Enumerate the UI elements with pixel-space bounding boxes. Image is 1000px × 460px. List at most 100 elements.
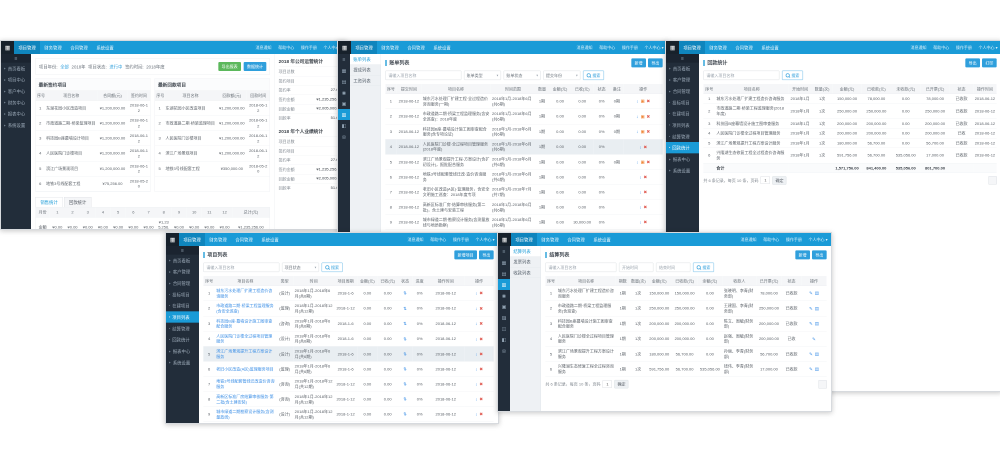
download-icon[interactable]: ↓	[636, 113, 639, 119]
edit-icon[interactable]: ✎	[809, 351, 813, 357]
customer-icon[interactable]: ◉	[341, 89, 347, 96]
topbar-menu[interactable]: 项目管理	[678, 41, 706, 54]
topbar-menu[interactable]: 系统设置	[433, 45, 451, 51]
back-to-top-button[interactable]	[988, 176, 997, 185]
sidebar-item[interactable]: ▸ 客户管理	[166, 266, 199, 277]
topbar-right-item[interactable]: 帮助中心	[278, 45, 295, 50]
delete-icon[interactable]: ✖	[643, 189, 648, 195]
download-icon[interactable]: ↓	[475, 321, 478, 327]
topbar-right-item[interactable]: 帮助中心	[430, 237, 447, 242]
sidebar-item[interactable]: ▸ 系统设置	[1, 119, 31, 130]
back-to-top-button[interactable]	[818, 380, 827, 389]
page-input[interactable]: 1	[602, 380, 613, 388]
settings-icon[interactable]: ◎	[341, 133, 347, 140]
status-icon[interactable]: ⇅	[403, 321, 407, 327]
project-icon[interactable]: ▤	[501, 270, 507, 277]
project-link[interactable]: 地铁3号线配套管线迁改造价咨询服务	[214, 376, 276, 392]
filter-select[interactable]: 账单类型 ▾	[463, 70, 501, 80]
table-row[interactable]: 5 滨江广场景观提升工程方案设计服务 1期 1次 180,000.00 56,700.00…	[545, 346, 827, 362]
sidebar-item[interactable]: ▪ 投标项目	[166, 289, 199, 300]
topbar-right-item[interactable]: 消息通知	[407, 237, 424, 242]
table-row[interactable]: 1 城东污水处理厂扩建工程造价咨询服务 (设计) 2018年1月-2018年6月(共6…	[203, 285, 494, 302]
sidebar-item[interactable]: ▪ 投标项目	[666, 97, 699, 108]
table-row[interactable]: 1 东湖花园小区改造项目 ¥1,200,000.00 2018-06-12	[35, 100, 151, 116]
topbar-menu[interactable]: 项目管理	[350, 41, 378, 54]
download-icon[interactable]: ↓	[636, 159, 639, 165]
sidebar-item[interactable]: ▸ 报表中心	[166, 345, 199, 356]
project-link[interactable]: 兴隆湖生态修复工程全过程咨询服务	[214, 421, 276, 423]
table-row[interactable]: 4 人民医院门诊楼全过程项目管理服务 (设计) 2018年1月-2018年6月(共6期…	[203, 331, 494, 347]
dashboard-icon[interactable]: ▦	[341, 67, 347, 74]
print-icon[interactable]: ▣	[640, 129, 645, 135]
table-row[interactable]: 8 2018-06-12 高新区标准厂房·结算审核服务(第二批)，含土建与安装工程 2…	[385, 199, 663, 215]
topbar-menu[interactable]: 项目管理	[178, 233, 206, 246]
search-input[interactable]: 请输入项目名称	[703, 70, 780, 80]
delete-icon[interactable]: ✖	[479, 336, 484, 342]
total-row[interactable]: 合计 1,571,756.00 841,400.00 535,056.00 801,70…	[703, 162, 997, 173]
download-icon[interactable]: ↓	[639, 219, 642, 225]
topbar-menu[interactable]: 财务管理	[44, 45, 62, 51]
table-row[interactable]: 2 市政道路二期·桥梁工程监理服务(含安全巡查) (监理) 2018年1月-2018年…	[203, 300, 494, 317]
delete-icon[interactable]: ✖	[479, 321, 484, 327]
project-link[interactable]: 老旧小区改造(A区)监理服务项目	[214, 361, 276, 377]
topbar-right-item[interactable]: 帮助中心	[933, 45, 950, 50]
delete-icon[interactable]: ✖	[643, 204, 648, 210]
confirm-page-button[interactable]: 确定	[614, 380, 629, 389]
project-link[interactable]: 滨江广场景观提升工程方案设计服务	[214, 346, 276, 362]
download-icon[interactable]: ↓	[639, 204, 642, 210]
edit-icon[interactable]: ✎	[812, 336, 816, 342]
export-button[interactable]: 导出	[478, 250, 494, 260]
report-icon[interactable]: ◧	[341, 122, 347, 129]
topbar-right-item[interactable]: 操作手册	[621, 45, 638, 50]
table-row[interactable]: 6 2018-06-12 地铁3号线配套管线迁改·造价咨询服务 2018年1月-201…	[385, 169, 663, 185]
table-row[interactable]: 4 人民医院门诊楼全过程项目管理服务 2018年1月 1次 200,000.00 200,…	[703, 128, 997, 139]
submenu-item[interactable]: 账单列表	[349, 53, 381, 65]
topbar-menu[interactable]: 财务管理	[541, 237, 559, 243]
sidebar-item[interactable]: ▸ 客户管理	[666, 74, 699, 85]
view-icon[interactable]: ▤	[814, 366, 819, 372]
topbar-menu[interactable]: 项目管理	[13, 41, 41, 54]
filter-link[interactable]: 进行中	[109, 64, 123, 70]
download-icon[interactable]: ↓	[475, 336, 478, 342]
sidebar-item[interactable]: ▸ 首页看板	[666, 63, 699, 74]
status-icon[interactable]: ⇅	[403, 396, 407, 402]
topbar-right-item[interactable]: 消息通知	[255, 45, 272, 50]
topbar-menu[interactable]: 系统设置	[261, 237, 279, 243]
topbar-menu[interactable]: 财务管理	[709, 45, 727, 51]
edit-icon[interactable]: ✎	[809, 290, 813, 296]
table-row[interactable]: 3 科技园B座幕墙设计项目 ¥1,200,000.00 2018-06-12	[35, 130, 151, 147]
table-row[interactable]: 7 地铁3号线配套管线迁改造价咨询服务 (咨询) 2018年1月-2018年12月(共…	[203, 376, 494, 392]
report-icon[interactable]: ◧	[501, 336, 507, 343]
finance-icon[interactable]: ▥	[498, 278, 510, 290]
sidebar-item[interactable]: ▸ 合同管理	[666, 85, 699, 96]
project-link[interactable]: 高新区标准厂房结算审核服务·第二批(含土建安装)	[214, 391, 276, 407]
sidebar-item[interactable]: ▸ 首页看板	[166, 255, 199, 266]
filter-action-button[interactable]: 导出报表	[218, 61, 241, 71]
topbar-menu[interactable]: 系统设置	[96, 45, 114, 51]
edit-icon[interactable]: ✎	[809, 321, 813, 327]
sidebar-item[interactable]: ▸ 财务中心	[1, 97, 31, 108]
project-link[interactable]: 城东污水处理厂扩建工程造价咨询服务	[214, 285, 276, 302]
download-icon[interactable]: ↓	[475, 396, 478, 402]
table-row[interactable]: 3 科技园B座幕墙设计施工图审查配合服务 1期 1次 200,000.00 200,000…	[545, 316, 827, 332]
delete-icon[interactable]: ✖	[643, 174, 648, 180]
topbar-right-item[interactable]: 个人中心 ▾	[644, 45, 664, 50]
table-row[interactable]: 2 市政道路二期·桥梁监理项目 ¥1,200,000.00 2018-06-12	[35, 115, 151, 131]
settings-icon[interactable]: ◎	[501, 347, 507, 354]
topbar-right-item[interactable]: 操作手册	[300, 45, 317, 50]
topbar-menu[interactable]: 系统设置	[593, 237, 611, 243]
topbar-right-item[interactable]: 帮助中心	[599, 45, 616, 50]
download-icon[interactable]: ↓	[475, 290, 478, 296]
filter-select[interactable]: 项目状态 ▾	[281, 262, 319, 272]
project-icon[interactable]: ▤	[341, 78, 347, 85]
tab-0[interactable]: 销售统计	[35, 197, 63, 208]
sidebar-toggle-icon[interactable]: ≡	[666, 53, 699, 63]
download-icon[interactable]: ↓	[475, 351, 478, 357]
table-row[interactable]: 6 兴隆湖生态修复工程全过程咨询服务 1期 1次 591,756.00 56,700.00…	[545, 361, 827, 377]
download-icon[interactable]: ↓	[475, 366, 478, 372]
table-row[interactable]: 2 市政道路二期·桥梁工程监理服务(含巡查) 1期 1次 250,000.00 250,0…	[545, 300, 827, 317]
table-row[interactable]: 6 兴隆湖生态修复工程全过程造价咨询服务 2018年1月 1次 591,756.00 56…	[703, 147, 997, 164]
download-icon[interactable]: ↓	[475, 411, 478, 417]
edit-icon[interactable]: ✎	[809, 366, 813, 372]
search-button[interactable]: 搜索	[781, 70, 804, 80]
